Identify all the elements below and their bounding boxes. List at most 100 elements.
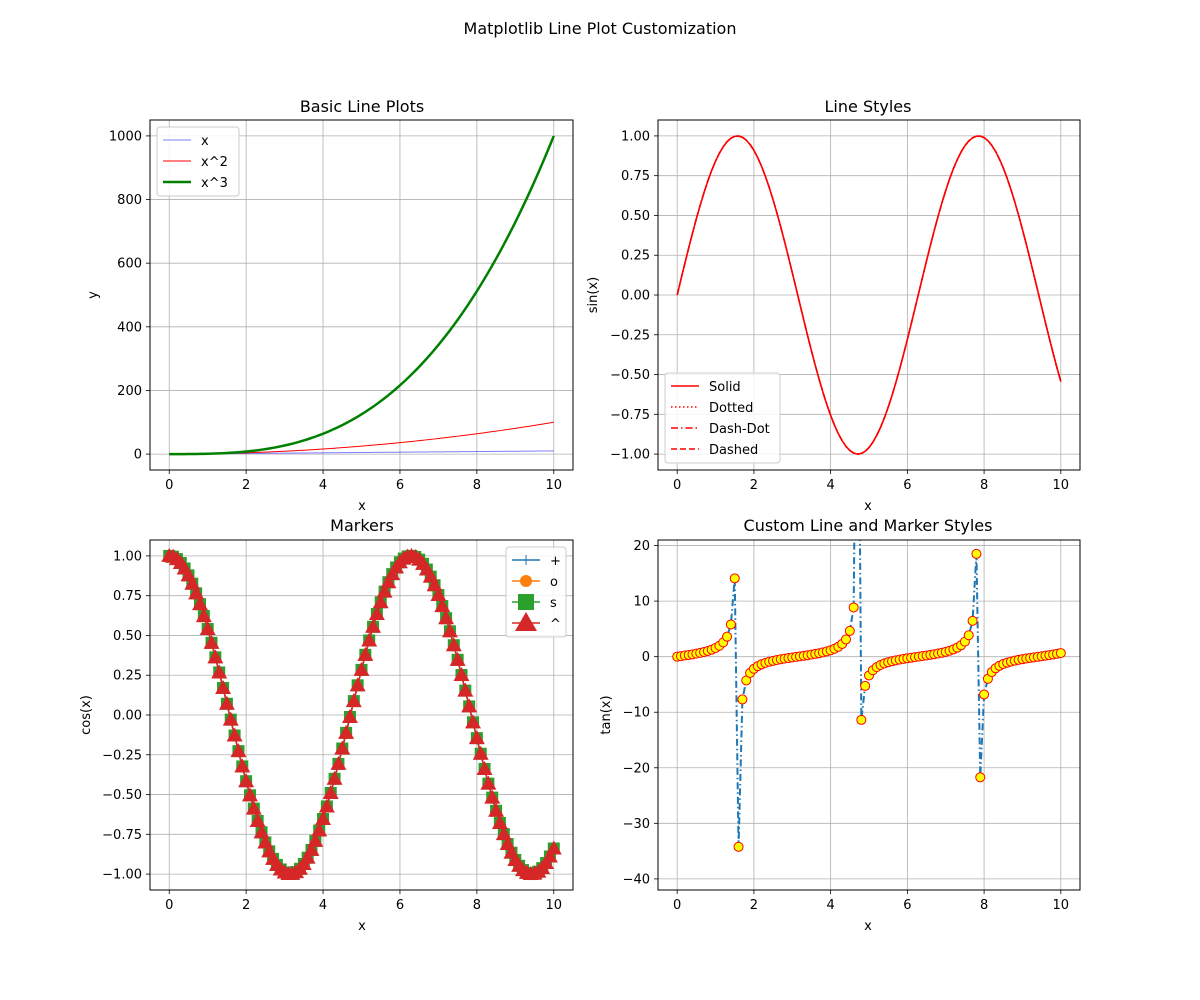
- x-axis-label: x: [864, 499, 872, 514]
- subplot-custom-line-and-marker-styles: Custom Line and Marker Styles x tan(x) 0…: [599, 204, 1081, 934]
- series-s3-marker: [238, 773, 255, 788]
- x-tick-label: 6: [903, 898, 911, 913]
- series-s0-marker: [729, 573, 740, 584]
- series-s3-marker: [245, 800, 262, 815]
- series-s0-marker: [733, 841, 744, 852]
- series-s3-marker: [230, 743, 247, 758]
- series-s3-marker: [353, 661, 370, 676]
- series-s3-marker: [491, 814, 508, 829]
- series-s3-marker: [368, 606, 385, 621]
- y-tick-label: 200: [117, 384, 142, 399]
- series-s3-marker: [445, 637, 462, 652]
- legend: Solid Dotted Dash-Dot Dashed: [664, 372, 781, 464]
- y-axis-label: tan(x): [599, 695, 614, 734]
- legend-handle-marker: [521, 555, 531, 565]
- series-s3-marker: [541, 848, 558, 863]
- legend-label: x^3: [201, 176, 228, 191]
- series-s3-marker: [318, 798, 335, 813]
- legend-label: x^2: [201, 155, 228, 170]
- series-s3-marker: [468, 730, 485, 745]
- series-s0-marker: [840, 634, 851, 645]
- series-s3-marker: [215, 679, 232, 694]
- y-tick-label: 1000: [109, 129, 142, 144]
- x-tick-label: 4: [826, 898, 834, 913]
- y-tick-label: −30: [623, 817, 650, 832]
- legend: + os ^: [505, 546, 567, 638]
- x-tick-label: 10: [1053, 898, 1070, 913]
- series-s3-marker: [334, 740, 351, 755]
- y-tick-label: 0.50: [621, 209, 650, 224]
- y-tick-label: 0.75: [621, 169, 650, 184]
- subplot-basic-line-plots: Basic Line Plots x y 0 2 4 6 8 10 0 200 400 600 80…: [86, 97, 574, 514]
- legend-handle-marker: [518, 594, 534, 610]
- series-s0-marker: [848, 602, 859, 613]
- x-tick-label: 2: [242, 898, 250, 913]
- series-s3-marker: [195, 608, 212, 623]
- legend-label: o: [550, 575, 558, 590]
- x-tick-label: 2: [242, 478, 250, 493]
- axes-frame: [149, 539, 574, 891]
- series-s3-marker: [545, 840, 562, 855]
- y-tick-label: −0.25: [102, 748, 142, 763]
- y-tick-label: −0.75: [102, 828, 142, 843]
- x-axis-label: x: [864, 919, 872, 934]
- series-s0-marker: [1055, 648, 1066, 659]
- series-s3-marker: [199, 621, 216, 636]
- series-dashdot-line: [676, 135, 1062, 455]
- series-x3-line: [169, 135, 555, 456]
- series-s0-marker: [853, 204, 862, 213]
- x-tick-label: 2: [750, 478, 758, 493]
- series-dashed-line: [676, 135, 1062, 455]
- series-s3-marker: [365, 618, 382, 633]
- series-s3-marker: [465, 714, 482, 729]
- series-s3-marker: [361, 632, 378, 647]
- x-tick-label: 4: [319, 898, 327, 913]
- series-s3-marker: [211, 664, 228, 679]
- x-tick-label: 6: [903, 478, 911, 493]
- subplot-title: Basic Line Plots: [300, 97, 424, 116]
- series-s3-marker: [299, 849, 316, 864]
- series-s0-marker: [725, 619, 736, 630]
- x-tick-label: 10: [545, 478, 562, 493]
- series-s3-marker: [234, 758, 251, 773]
- series-s3-marker: [449, 651, 466, 666]
- series-s0-marker: [963, 630, 974, 641]
- legend-label: s: [550, 596, 557, 611]
- y-axis-label: sin(x): [586, 277, 601, 313]
- series-s3-marker: [380, 574, 397, 589]
- x-tick-label: 8: [980, 478, 988, 493]
- y-tick-label: −40: [623, 872, 650, 887]
- x-tick-label: 4: [826, 478, 834, 493]
- series-s3-marker: [345, 693, 362, 708]
- legend-label: Dotted: [709, 401, 753, 416]
- x-tick-label: 6: [396, 898, 404, 913]
- series-s3-marker: [453, 667, 470, 682]
- series-s3-marker: [434, 598, 451, 613]
- subplot-title: Line Styles: [825, 97, 912, 116]
- subplot-markers: Markers x cos(x) 0 2 4 6 8 10 −1.00 −0.75 −0.50 −…: [79, 516, 574, 934]
- series-s0-marker: [844, 625, 855, 636]
- y-tick-label: 0: [134, 448, 142, 463]
- series-s0-marker: [975, 772, 986, 783]
- y-tick-label: −0.50: [102, 788, 142, 803]
- legend-handle-marker: [515, 612, 537, 631]
- x-tick-label: 6: [396, 478, 404, 493]
- y-tick-label: −20: [623, 761, 650, 776]
- series-s0-marker: [856, 714, 867, 725]
- series-s3-marker: [480, 775, 497, 790]
- legend-label: Solid: [709, 380, 741, 395]
- series-s3-marker: [226, 727, 243, 742]
- figure-suptitle: Matplotlib Line Plot Customization: [464, 19, 737, 38]
- series-s3-marker: [191, 596, 208, 611]
- y-axis-label: cos(x): [79, 695, 94, 735]
- x-tick-label: 2: [750, 898, 758, 913]
- x-tick-label: 0: [165, 898, 173, 913]
- series-s0-marker: [979, 689, 990, 700]
- x-tick-label: 4: [319, 478, 327, 493]
- y-tick-label: 20: [633, 539, 650, 554]
- series-x2-line: [169, 421, 554, 455]
- x-tick-label: 8: [980, 898, 988, 913]
- legend: x x^2 x^3: [156, 126, 240, 197]
- series-s3-marker: [376, 583, 393, 598]
